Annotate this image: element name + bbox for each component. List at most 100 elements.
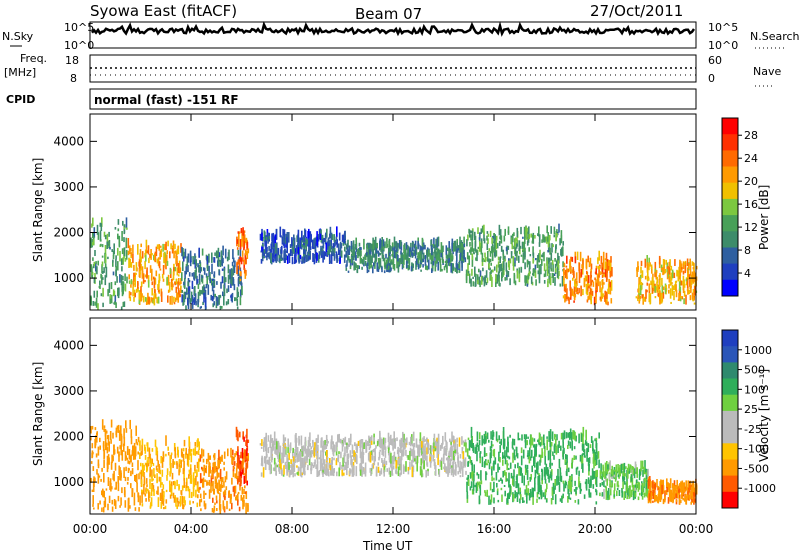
range-cell bbox=[426, 247, 429, 256]
range-cell bbox=[429, 454, 431, 462]
range-cell bbox=[591, 468, 594, 476]
range-cell bbox=[509, 484, 511, 494]
range-cell bbox=[672, 285, 675, 291]
range-cell bbox=[678, 281, 681, 291]
range-cell bbox=[553, 273, 556, 276]
range-cell bbox=[426, 441, 429, 448]
range-cell bbox=[155, 270, 158, 277]
range-cell bbox=[407, 455, 409, 460]
range-cell bbox=[169, 467, 172, 474]
range-cell bbox=[453, 241, 456, 251]
range-cell bbox=[459, 475, 462, 478]
range-cell bbox=[486, 432, 489, 440]
range-cell bbox=[370, 470, 372, 474]
range-cell bbox=[242, 460, 244, 469]
range-cell bbox=[235, 468, 238, 480]
range-cell bbox=[324, 234, 327, 245]
range-cell bbox=[179, 281, 181, 286]
range-cell bbox=[289, 244, 292, 248]
range-cell bbox=[575, 486, 577, 495]
range-cell bbox=[492, 247, 495, 253]
range-cell bbox=[404, 466, 406, 472]
range-cell bbox=[546, 439, 548, 451]
range-cell bbox=[193, 272, 195, 280]
range-cell bbox=[551, 259, 554, 265]
range-cell bbox=[116, 425, 119, 429]
range-cell bbox=[148, 490, 150, 500]
range-cell bbox=[159, 477, 162, 488]
range-cell bbox=[157, 257, 160, 266]
range-cell bbox=[377, 462, 379, 466]
range-cell bbox=[206, 458, 208, 465]
range-cell bbox=[432, 244, 435, 248]
range-cell bbox=[223, 284, 225, 292]
range-cell bbox=[182, 256, 185, 262]
range-cell bbox=[541, 239, 543, 243]
range-cell bbox=[182, 447, 185, 452]
range-cell bbox=[157, 497, 160, 507]
range-cell bbox=[602, 259, 605, 270]
range-cell bbox=[437, 454, 439, 466]
range-cell bbox=[140, 462, 142, 467]
range-cell bbox=[218, 449, 220, 460]
range-cell bbox=[466, 239, 468, 247]
range-cell bbox=[174, 243, 176, 250]
range-cell bbox=[223, 467, 225, 471]
range-cell bbox=[174, 453, 177, 459]
range-cell bbox=[333, 240, 336, 248]
range-cell bbox=[379, 252, 382, 256]
range-cell bbox=[449, 462, 452, 465]
range-cell bbox=[555, 267, 557, 273]
range-cell bbox=[599, 281, 601, 293]
range-cell bbox=[162, 243, 164, 252]
range-cell bbox=[95, 297, 98, 308]
range-cell bbox=[602, 466, 605, 478]
range-cell bbox=[382, 239, 385, 247]
range-cell bbox=[98, 475, 101, 478]
range-cell bbox=[490, 440, 493, 449]
range-cell bbox=[491, 468, 493, 476]
range-cell bbox=[158, 476, 161, 482]
range-cell bbox=[392, 250, 394, 257]
nave-label: Nave bbox=[753, 65, 781, 78]
range-cell bbox=[328, 240, 330, 244]
range-cell bbox=[183, 439, 186, 447]
range-cell bbox=[546, 436, 548, 439]
range-cell bbox=[500, 235, 503, 244]
range-cell bbox=[130, 436, 133, 445]
range-cell bbox=[419, 438, 421, 444]
range-cell bbox=[165, 453, 167, 457]
range-cell bbox=[218, 463, 220, 469]
range-cell bbox=[307, 453, 310, 456]
range-cell bbox=[479, 241, 481, 252]
range-cell bbox=[590, 281, 593, 285]
range-cell bbox=[587, 255, 589, 263]
range-cell bbox=[394, 438, 396, 449]
range-cell bbox=[298, 237, 300, 248]
range-cell bbox=[379, 449, 381, 452]
range-cell bbox=[507, 441, 509, 453]
range-cell bbox=[240, 481, 242, 486]
range-cell bbox=[546, 472, 549, 477]
range-cell bbox=[678, 489, 680, 493]
range-cell bbox=[481, 277, 484, 280]
range-cell bbox=[317, 434, 319, 444]
range-cell bbox=[267, 435, 270, 442]
range-cell bbox=[329, 465, 332, 471]
range-cell bbox=[594, 277, 596, 281]
range-cell bbox=[383, 466, 386, 472]
range-cell bbox=[553, 455, 555, 460]
range-cell bbox=[338, 249, 340, 255]
range-cell bbox=[147, 292, 149, 301]
range-cell bbox=[538, 475, 541, 484]
range-cell bbox=[115, 302, 117, 308]
range-cell bbox=[331, 457, 333, 465]
range-cell bbox=[373, 437, 375, 442]
range-cell bbox=[330, 232, 333, 240]
colorbar-tick-label: 25 bbox=[744, 403, 758, 416]
range-cell bbox=[399, 473, 401, 477]
range-cell bbox=[147, 457, 149, 465]
range-cell bbox=[590, 478, 592, 488]
range-cell bbox=[384, 440, 386, 449]
range-cell bbox=[475, 276, 477, 287]
